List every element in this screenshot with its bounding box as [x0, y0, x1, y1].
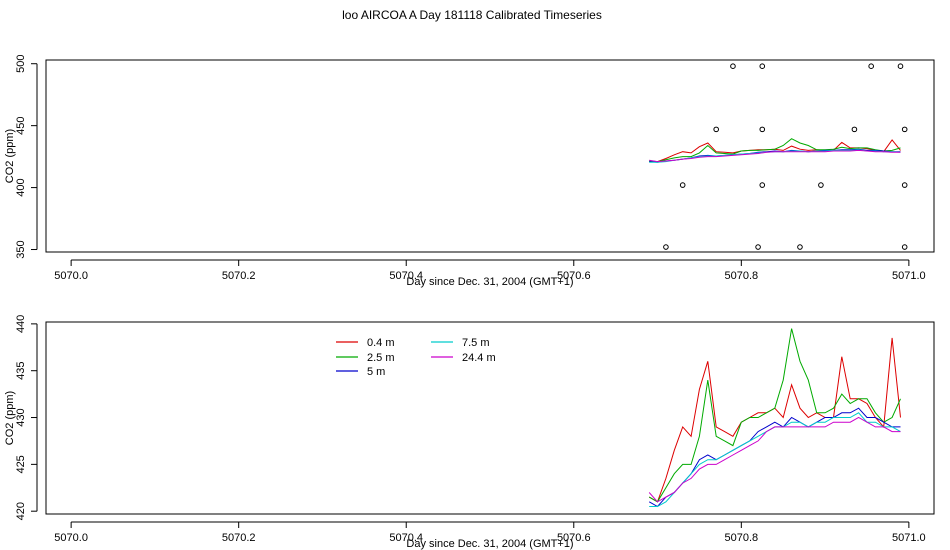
y-tick-label: 450 — [15, 116, 27, 134]
y-tick-label: 425 — [15, 455, 27, 473]
y-tick-label: 350 — [15, 240, 27, 258]
x-axis-label: Day since Dec. 31, 2004 (GMT+1) — [406, 276, 573, 288]
y-tick-label: 500 — [15, 55, 27, 73]
x-tick-label: 5070.0 — [54, 532, 88, 544]
x-tick-label: 5070.2 — [222, 270, 256, 282]
x-tick-label: 5071.0 — [892, 270, 926, 282]
y-tick-label: 420 — [15, 502, 27, 520]
x-tick-label: 5070.2 — [222, 532, 256, 544]
outlier-point — [868, 63, 874, 69]
outlier-point — [797, 244, 803, 250]
outlier-point — [759, 63, 766, 69]
x-tick-label: 5070.6 — [557, 270, 591, 282]
y-tick-label: 400 — [15, 178, 27, 196]
y-tick-label: 440 — [15, 315, 27, 333]
outlier-point — [759, 182, 766, 188]
legend-label: 24.4 m — [462, 352, 496, 364]
x-tick-label: 5071.0 — [892, 532, 926, 544]
x-tick-label: 5070.4 — [389, 270, 423, 282]
legend-label: 5 m — [367, 366, 385, 378]
outlier-point — [759, 126, 766, 133]
outlier-point — [901, 244, 908, 250]
x-tick-label: 5070.6 — [557, 532, 591, 544]
series-line-24-4-m — [648, 416, 901, 503]
legend: 0.4 m 2.5 m 5 m 7.5 m 24.4 m — [336, 337, 496, 378]
outlier-point — [851, 126, 858, 133]
outlier-point — [663, 244, 669, 250]
legend-label: 2.5 m — [367, 352, 395, 364]
y-tick-label: 435 — [15, 362, 27, 380]
series-line-24-4-m — [649, 149, 901, 163]
series-line-2-5-m — [649, 138, 901, 163]
x-tick-label: 5070.8 — [724, 532, 758, 544]
outlier-point — [755, 244, 761, 250]
legend-label: 7.5 m — [462, 337, 490, 349]
series-line-5-m — [648, 407, 901, 508]
y-tick-label: 430 — [15, 408, 27, 426]
y-axis-label: CO2 (ppm) — [4, 391, 16, 445]
outlier-point — [901, 182, 908, 188]
outlier-point — [897, 63, 904, 69]
x-tick-label: 5070.0 — [54, 270, 88, 282]
outlier-point — [901, 126, 908, 133]
figure-title: loo AIRCOA A Day 181118 Calibrated Times… — [342, 8, 602, 22]
x-tick-label: 5070.4 — [389, 532, 423, 544]
y-axis-label: CO2 (ppm) — [4, 129, 16, 183]
x-axis-label: Day since Dec. 31, 2004 (GMT+1) — [406, 538, 573, 550]
legend-label: 0.4 m — [367, 337, 395, 349]
outlier-point — [818, 182, 824, 188]
series-line-2-5-m — [648, 328, 901, 503]
upper-panel: 5070.0 5070.2 5070.4 5070.6 5070.8 5071.0 Day … — [4, 55, 935, 288]
outlier-point — [679, 182, 686, 188]
outlier-point — [713, 126, 719, 133]
x-tick-label: 5070.8 — [724, 270, 758, 282]
lower-panel: 5070.0 5070.2 5070.4 5070.6 5070.8 5071.0 Day … — [4, 315, 935, 550]
plot-frame — [45, 59, 935, 253]
outlier-point — [730, 63, 736, 69]
plot-frame — [45, 321, 935, 515]
